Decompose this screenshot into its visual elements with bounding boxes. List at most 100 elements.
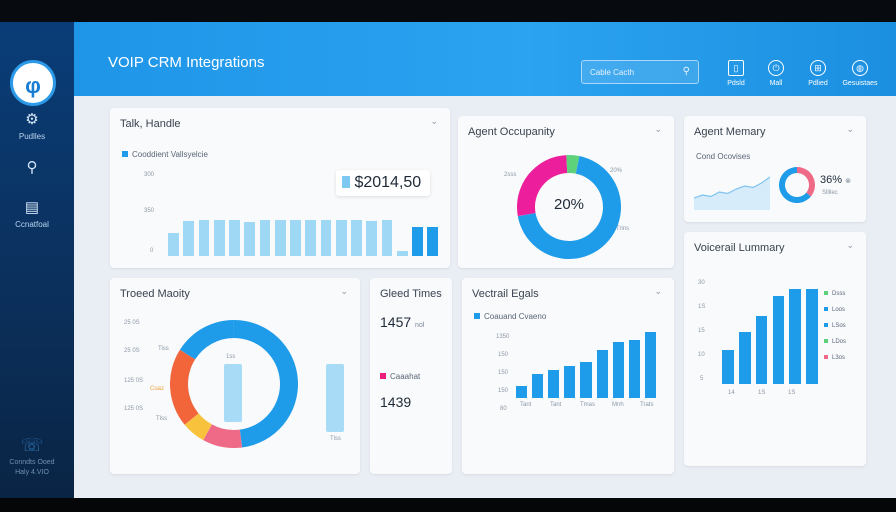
chart-bar — [427, 227, 438, 256]
chevron-down-icon[interactable]: ⌄ — [846, 240, 854, 250]
y-tick: 300 — [144, 172, 155, 178]
dashboard-content: Talk, Handle ⌄ Cooddient Vallsyelcie 300… — [74, 96, 896, 500]
sidebar-item-label: Pudlles — [18, 132, 46, 141]
sidebar-item-ccnatfoal[interactable]: ▤ Ccnatfoal — [6, 198, 58, 229]
footer-line-2: Haly 4.VIO — [15, 469, 49, 476]
chart-bar — [351, 220, 362, 256]
phone-icon[interactable]: ☏ — [20, 435, 44, 455]
chart-bar — [628, 340, 640, 398]
search-input[interactable]: Cable Cacth ⚲ — [581, 60, 699, 84]
card-gleed-times: Gleed Times 1457 nol Caaahat 1439 — [370, 278, 452, 474]
pie-label: Tiss — [158, 346, 169, 352]
x-tick: Trats — [640, 402, 654, 408]
card-title: Gleed Times — [380, 288, 442, 300]
legend-item: LSos — [824, 318, 846, 334]
legend-item: Dsss — [824, 286, 846, 302]
y-tick: 0 — [150, 248, 154, 254]
pie-label: Cuaz — [150, 386, 165, 392]
app-title: VOIP CRM Integrations — [108, 54, 265, 71]
card-treated-maoity: Troeed Maoity ⌄ 25 0S 25 0S 125 0S 125 0… — [110, 278, 360, 474]
occupancy-donut-chart — [517, 155, 621, 259]
card-agent-memory: Agent Memary ⌄ Cond Ocovises 36% ⊗ Sllll… — [684, 116, 866, 222]
legend-swatch — [824, 339, 828, 343]
app-logo[interactable]: φ — [10, 60, 56, 106]
y-tick: 25 0S — [124, 348, 140, 354]
card-title: Talk, Handle — [120, 118, 181, 130]
legend-swatch — [824, 291, 828, 295]
header-button-mall[interactable]: ⏻ Mall — [756, 60, 796, 87]
chart-bar — [320, 220, 332, 256]
pie-tick: Trins — [616, 226, 630, 232]
y-tick: 350 — [144, 208, 155, 214]
y-tick: 1S — [698, 304, 706, 310]
pie-label: 1ss — [226, 354, 236, 360]
chart-bar — [244, 221, 255, 256]
header-button-pdlied[interactable]: ⊞ Pdlied — [798, 60, 838, 87]
header-button-pdsld[interactable]: ▯ Pdsld — [716, 60, 756, 87]
card-title: Voicerail Lummary — [694, 242, 785, 254]
legend-label: Coauand Cvaeno — [484, 312, 547, 321]
chevron-down-icon[interactable]: ⌄ — [430, 116, 438, 126]
sidebar-item-pudlles[interactable]: ⚙ Pudlles — [6, 110, 58, 141]
card-title: Troeed Maoity — [120, 288, 190, 300]
header-button-gesuistaes[interactable]: ◍ Gesuistaes — [840, 60, 880, 87]
chevron-down-icon[interactable]: ⌄ — [654, 286, 662, 296]
header-button-label: Gesuistaes — [842, 80, 878, 87]
calendar-icon: ▤ — [24, 199, 40, 216]
y-tick: 10 — [698, 352, 705, 358]
donut-slice — [184, 413, 212, 441]
chart-bar — [396, 251, 408, 256]
y-tick: 150 — [498, 352, 509, 358]
x-tick: 1S — [758, 390, 766, 396]
donut-slice — [203, 424, 243, 448]
chevron-down-icon[interactable]: ⌄ — [846, 124, 854, 134]
donut-slice — [170, 349, 199, 425]
chevron-down-icon[interactable]: ⌄ — [654, 124, 662, 134]
memory-percent-value: 36% — [820, 174, 843, 186]
donut-slice — [234, 320, 298, 448]
screen-bezel-bottom — [0, 498, 896, 512]
y-tick: 150 — [498, 388, 509, 394]
grid-icon: ⊞ — [810, 60, 826, 76]
chart-bar — [580, 362, 592, 398]
y-tick: 5 — [700, 376, 704, 382]
legend-label: L3os — [832, 355, 846, 361]
footer-line-1: Conndts Ooed — [9, 459, 55, 466]
x-tick: 1S — [788, 390, 796, 396]
gleed-unit: nol — [415, 322, 425, 329]
legend-label: Dsss — [832, 291, 846, 297]
y-tick: 150 — [498, 370, 509, 376]
legend-label: LDos — [832, 339, 847, 345]
donut-slice — [179, 320, 234, 360]
y-tick: 1350 — [496, 334, 510, 340]
card-title: Agent Memary — [694, 126, 766, 138]
chart-bar — [772, 296, 785, 384]
chart-bar — [335, 220, 347, 256]
card-agent-occupancy: Agent Occupanity ⌄ 2sss 20% Trins 20% — [458, 116, 674, 268]
y-tick: 125 0S — [124, 378, 144, 384]
search-icon: ⚲ — [26, 159, 38, 176]
inner-bar — [224, 364, 242, 422]
legend-item: Loos — [824, 302, 846, 318]
chart-legend: Coauand Cvaeno — [474, 312, 546, 321]
legend-swatch — [380, 373, 386, 379]
chevron-down-icon[interactable]: ⌄ — [340, 286, 348, 296]
card-vectrail-egals: Vectrail Egals ⌄ Coauand Cvaeno 1350 150… — [462, 278, 674, 474]
chart-bar — [532, 374, 544, 398]
chart-legend: Cooddient Vallsyelcie — [122, 150, 208, 159]
memory-percent: 36% ⊗ — [820, 174, 851, 186]
chart-bar — [229, 220, 240, 256]
chart-bar — [305, 220, 316, 256]
gleed-value-1: 1457 nol — [380, 314, 424, 330]
y-tick: 30 — [698, 280, 705, 286]
pie-tick: 20% — [610, 168, 623, 174]
memory-subvalue: Sllllec — [822, 190, 838, 196]
search-placeholder: Cable Cacth — [590, 68, 635, 77]
legend-swatch — [474, 313, 480, 319]
chart-bar — [738, 332, 751, 384]
header-button-label: Pdlied — [808, 80, 828, 87]
card-talk-handle: Talk, Handle ⌄ Cooddient Vallsyelcie 300… — [110, 108, 450, 268]
legend-swatch — [824, 307, 828, 311]
sidebar-item-search[interactable]: ⚲ — [6, 158, 58, 180]
document-icon: ▯ — [728, 60, 744, 76]
